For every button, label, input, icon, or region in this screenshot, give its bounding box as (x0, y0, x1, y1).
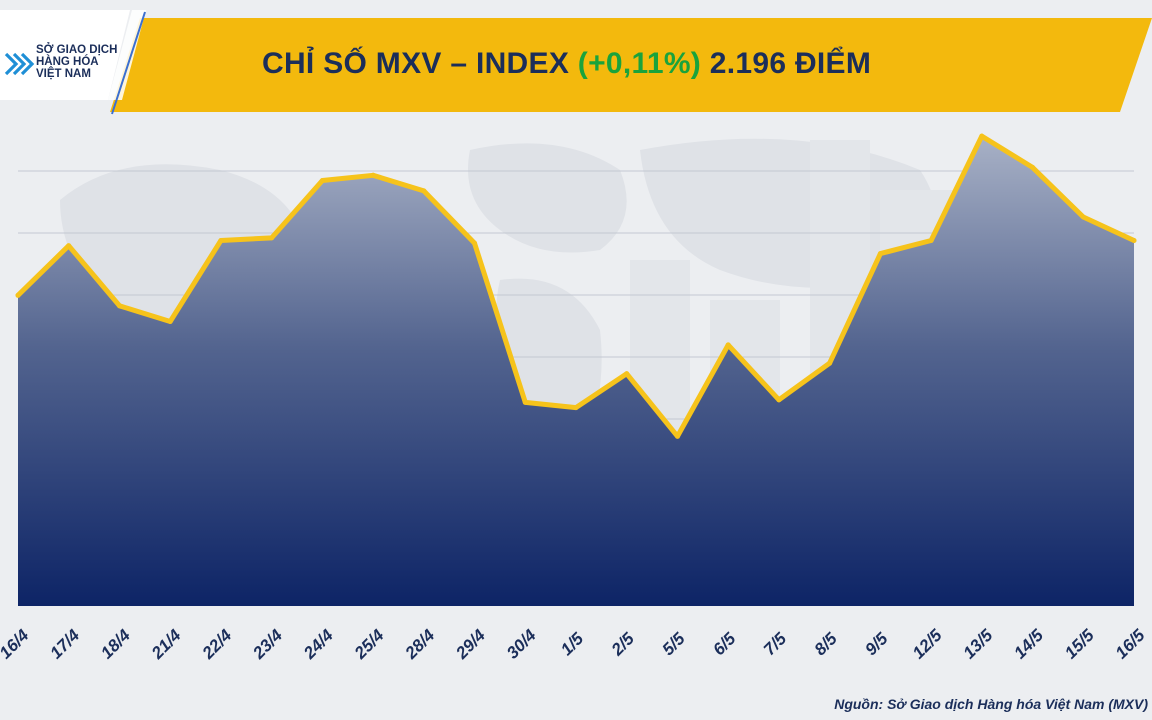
x-tick-label-24-4: 24/4 (299, 625, 337, 663)
data-point-16-5 (1131, 238, 1137, 243)
x-tick-label-22-4: 22/4 (198, 625, 236, 663)
data-point-13-5 (979, 133, 985, 139)
data-point-16-4 (15, 292, 21, 298)
data-point-7-5 (776, 397, 782, 403)
logo-line-1: SỞ GIAO DỊCH (36, 44, 118, 56)
x-tick-label-9-5: 9/5 (861, 629, 892, 660)
data-point-12-5 (928, 238, 934, 243)
source-note: Nguồn: Sở Giao dịch Hàng hóa Việt Nam (M… (834, 696, 1148, 712)
title-change: (+0,11%) (577, 47, 702, 80)
x-tick-label-25-4: 25/4 (350, 625, 388, 663)
x-tick-label-1-5: 1/5 (557, 629, 588, 660)
data-point-14-5 (1030, 164, 1035, 170)
data-point-29-4 (472, 240, 477, 246)
data-point-5-5 (675, 433, 680, 439)
data-point-25-4 (370, 172, 376, 178)
chart-title: CHỈ SỐ MXV – INDEX (+0,11%) 2.196 ĐIỂM (262, 42, 871, 86)
data-point-2-5 (624, 371, 630, 377)
x-tick-label-2-5: 2/5 (607, 629, 638, 660)
data-point-9-5 (877, 251, 883, 257)
logo-line-3: VIỆT NAM (36, 68, 91, 80)
x-tick-label-14-5: 14/5 (1010, 625, 1047, 662)
x-tick-label-13-5: 13/5 (960, 625, 997, 662)
data-point-22-4 (218, 238, 224, 243)
x-tick-label-28-4: 28/4 (401, 625, 439, 663)
logo-text: SỞ GIAO DỊCH HÀNG HÓA VIỆT NAM (36, 44, 117, 80)
logo-shape (0, 10, 146, 115)
data-point-15-5 (1080, 214, 1086, 220)
x-tick-label-29-4: 29/4 (452, 625, 490, 663)
title-suffix: 2.196 ĐIỂM (709, 47, 872, 80)
data-point-17-4 (66, 243, 72, 249)
data-point-18-4 (117, 303, 122, 309)
x-tick-label-7-5: 7/5 (760, 629, 791, 660)
title-band (110, 18, 1152, 112)
x-tick-label-15-5: 15/5 (1061, 625, 1098, 662)
x-tick-label-21-4: 21/4 (147, 625, 185, 663)
data-point-1-5 (573, 405, 579, 411)
x-tick-label-18-4: 18/4 (97, 625, 134, 662)
logo-line-2: HÀNG HÓA (36, 56, 99, 68)
x-tick-label-16-5: 16/5 (1112, 625, 1149, 662)
data-point-6-5 (725, 342, 731, 348)
data-point-24-4 (319, 178, 325, 183)
x-tick-label-16-4: 16/4 (0, 625, 33, 662)
title-prefix: CHỈ SỐ MXV – INDEX (262, 47, 570, 80)
x-tick-label-23-4: 23/4 (249, 625, 287, 663)
data-point-28-4 (421, 188, 427, 194)
mxv-logo: SỞ GIAO DỊCH HÀNG HÓA VIỆT NAM (0, 0, 160, 118)
area-fill (18, 136, 1134, 606)
x-tick-label-5-5: 5/5 (658, 629, 689, 660)
data-point-21-4 (167, 319, 173, 324)
x-tick-label-8-5: 8/5 (811, 629, 842, 660)
data-point-30-4 (522, 399, 528, 405)
x-tick-label-12-5: 12/5 (909, 625, 946, 662)
x-tick-label-6-5: 6/5 (709, 629, 740, 660)
x-tick-label-30-4: 30/4 (503, 625, 540, 662)
x-tick-label-17-4: 17/4 (46, 625, 83, 662)
data-point-23-4 (269, 235, 275, 241)
data-point-8-5 (827, 360, 833, 366)
